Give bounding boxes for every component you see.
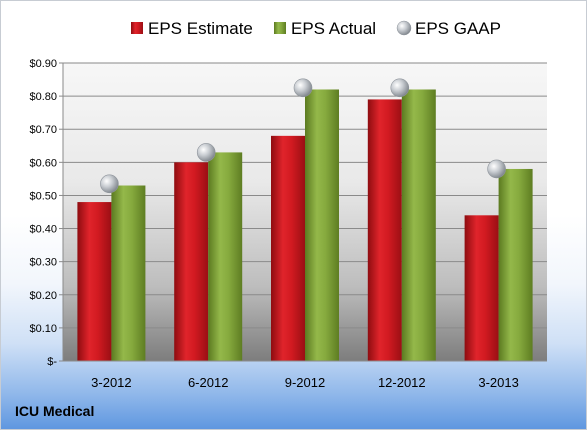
y-tick-label: $0.10 — [29, 323, 57, 335]
y-tick-label: $0.20 — [29, 290, 57, 302]
y-tick-label: $0.80 — [29, 91, 57, 103]
bar-eps-actual — [498, 168, 533, 361]
legend-eps-gaap-swatch — [396, 20, 412, 36]
y-tick-label: $0.60 — [29, 157, 57, 169]
x-tick-label: 9-2012 — [285, 375, 325, 390]
legend-eps-gaap-label: EPS GAAP — [415, 19, 501, 38]
gaap-markers — [100, 78, 506, 194]
x-tick-label: 6-2012 — [188, 375, 228, 390]
bar-eps-actual — [111, 185, 146, 361]
legend: EPS Estimate EPS Actual EPS GAAP — [131, 19, 501, 38]
bar-eps-estimate — [464, 215, 499, 361]
legend-eps-actual-swatch — [274, 22, 286, 34]
bars — [77, 89, 533, 361]
bar-eps-estimate — [271, 135, 305, 361]
x-tick-label: 3-2013 — [478, 375, 518, 390]
legend-eps-estimate-swatch — [131, 22, 143, 34]
y-tick-label: $0.40 — [29, 224, 57, 236]
marker-eps-gaap — [390, 78, 410, 98]
bar-eps-actual — [305, 89, 339, 361]
y-tick-label: $0.50 — [29, 190, 57, 202]
bar-eps-estimate — [367, 99, 402, 361]
bar-eps-actual — [401, 89, 436, 361]
company-label: ICU Medical — [15, 403, 95, 419]
bar-eps-estimate — [77, 202, 112, 361]
marker-eps-gaap — [487, 159, 506, 179]
bar-eps-actual — [208, 152, 243, 361]
x-axis: 3-2012 6-2012 9-2012 12-2012 3-2013 — [63, 360, 547, 390]
bar-eps-estimate — [174, 162, 209, 361]
x-tick-label: 3-2012 — [91, 375, 131, 390]
y-tick-label: $0.70 — [29, 124, 57, 136]
marker-eps-gaap — [196, 143, 216, 162]
x-tick-label: 12-2012 — [378, 375, 426, 390]
legend-eps-estimate-label: EPS Estimate — [148, 19, 253, 38]
y-axis: $- $0.10 $0.20 $0.30 $0.40 $0.50 $0.60 $0.70 $0.… — [29, 58, 64, 368]
marker-eps-gaap — [293, 78, 313, 98]
legend-eps-actual-label: EPS Actual — [291, 19, 376, 38]
y-tick-label: $0.30 — [29, 257, 57, 269]
y-tick-label: $- — [47, 356, 57, 368]
marker-eps-gaap — [100, 174, 119, 194]
y-tick-label: $0.90 — [29, 58, 57, 70]
